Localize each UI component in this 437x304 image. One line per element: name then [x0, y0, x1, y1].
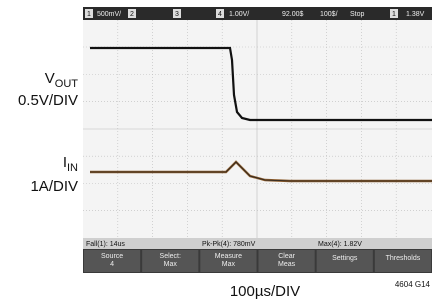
- softkey-label: Select:: [160, 253, 181, 260]
- iin-label: IIN: [63, 154, 78, 174]
- softkey-label: Source: [101, 253, 123, 260]
- figure-id: 4604 G14: [395, 280, 431, 289]
- softkey-label: Clear: [278, 253, 295, 260]
- ch4: 4: [218, 11, 222, 18]
- ch1-scale: 500mV/: [97, 11, 121, 18]
- status: Fall(1): 14us: [86, 241, 125, 248]
- trig-channel: 1: [392, 11, 396, 18]
- timebase-label: 100µs/DIV: [230, 283, 300, 300]
- softkey-label: Measure: [215, 253, 242, 260]
- ch4-scale: 1.00V/: [229, 11, 249, 18]
- ch1: 1: [87, 11, 91, 18]
- trig-level: 1.38V: [406, 11, 425, 18]
- run-state: Stop: [350, 11, 365, 18]
- softkey-label: 4: [110, 261, 114, 268]
- softkey-label: Max: [164, 261, 178, 268]
- status: Max(4): 1.82V: [318, 241, 362, 248]
- ch3: 3: [175, 11, 179, 18]
- delay: 92.00$: [282, 11, 304, 18]
- iin-scale: 1A/DIV: [30, 178, 78, 195]
- softkey-label: Max: [222, 261, 236, 268]
- vout-label: VOUT: [45, 70, 79, 90]
- ch2: 2: [130, 11, 134, 18]
- page: 1 500mV/ 2 3 4 1.00V/ 92.00$ 100$/ Stop …: [0, 0, 437, 304]
- status-row: [83, 238, 432, 249]
- softkey-label: Thresholds: [386, 255, 421, 262]
- softkey-label: Meas: [278, 261, 296, 268]
- timebase-setting: 100$/: [320, 11, 338, 18]
- vout-scale: 0.5V/DIV: [18, 92, 78, 109]
- softkey-label: Settings: [332, 255, 358, 262]
- status: Pk-Pk(4): 780mV: [202, 241, 256, 248]
